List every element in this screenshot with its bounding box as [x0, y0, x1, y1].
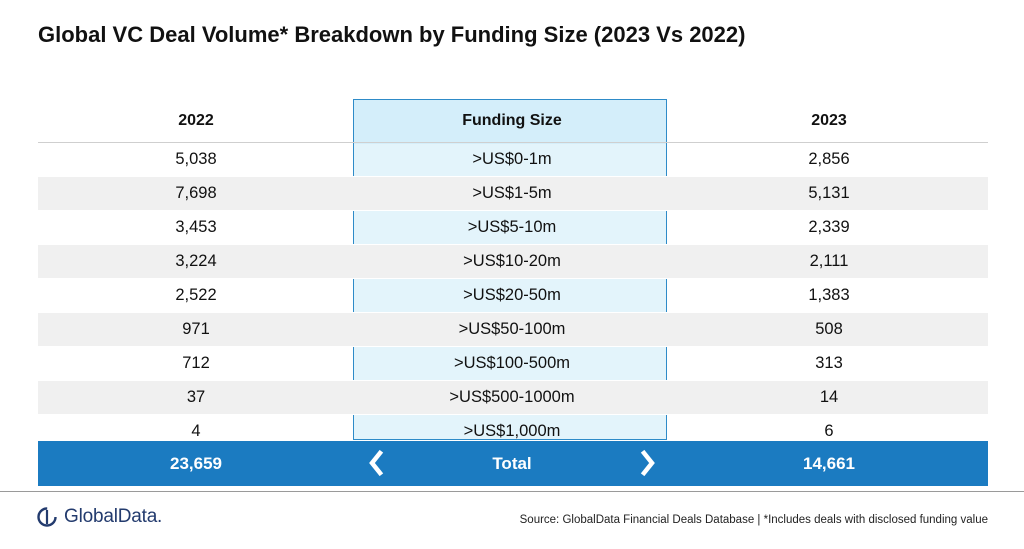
chart-title: Global VC Deal Volume* Breakdown by Fund… — [38, 22, 746, 47]
cell-2022: 3,224 — [175, 252, 217, 270]
cell-funding-size: >US$20-50m — [463, 286, 561, 304]
cell-funding-size: >US$10-20m — [463, 252, 561, 270]
header-2022: 2022 — [178, 112, 214, 129]
cell-2022: 3,453 — [175, 218, 217, 236]
header-2023: 2023 — [811, 112, 847, 129]
cell-funding-size: >US$100-500m — [453, 354, 571, 372]
cell-funding-size: >US$0-1m — [472, 150, 552, 168]
header-separator — [38, 142, 988, 143]
total-label: Total — [492, 453, 532, 473]
table-row: 712 >US$100-500m 313 — [38, 347, 988, 381]
cell-funding-size: >US$500-1000m — [449, 388, 575, 406]
deal-volume-table: 2022 Funding Size 2023 5,038 >US$0-1m 2,85… — [38, 99, 988, 449]
cell-2022: 5,038 — [175, 150, 217, 168]
table-header-row: 2022 Funding Size 2023 — [38, 99, 988, 143]
table-row: 3,453 >US$5-10m 2,339 — [38, 211, 988, 245]
source-note: Source: GlobalData Financial Deals Datab… — [519, 514, 988, 526]
cell-funding-size: >US$50-100m — [458, 320, 566, 338]
chevron-right-icon — [640, 449, 655, 477]
cell-2022: 712 — [182, 354, 210, 372]
footer-divider — [0, 491, 1024, 492]
table-row: 7,698 >US$1-5m 5,131 — [38, 177, 988, 211]
cell-funding-size: >US$5-10m — [467, 218, 557, 236]
cell-2023: 14 — [819, 388, 839, 406]
table-row: 37 >US$500-1000m 14 — [38, 381, 988, 415]
total-2022: 23,659 — [170, 453, 222, 473]
table-row: 3,224 >US$10-20m 2,111 — [38, 245, 988, 279]
cell-2023: 1,383 — [808, 286, 850, 304]
table-row: 2,522 >US$20-50m 1,383 — [38, 279, 988, 313]
cell-2023: 2,111 — [809, 252, 849, 270]
cell-2022: 971 — [182, 320, 210, 338]
cell-2023: 5,131 — [808, 184, 850, 202]
total-2023: 14,661 — [803, 453, 855, 473]
globaldata-logo: GlobalData. — [36, 506, 162, 528]
cell-2022: 37 — [186, 388, 206, 406]
cell-2023: 6 — [824, 422, 834, 440]
funding-size-header-band — [354, 100, 666, 144]
cell-2022: 7,698 — [175, 184, 217, 202]
header-funding-size: Funding Size — [462, 112, 562, 129]
table-body: 5,038 >US$0-1m 2,856 7,698 >US$1-5m 5,131 3,45… — [38, 143, 988, 449]
cell-2023: 313 — [815, 354, 843, 372]
cell-funding-size: >US$1-5m — [472, 184, 552, 202]
total-row: 23,659 Total 14,661 — [38, 441, 988, 486]
cell-2023: 2,856 — [808, 150, 850, 168]
chevron-left-icon — [369, 449, 384, 477]
logo-text: GlobalData. — [64, 506, 163, 527]
globaldata-logo-icon — [37, 507, 57, 527]
table-row: 971 >US$50-100m 508 — [38, 313, 988, 347]
cell-2022: 2,522 — [175, 286, 217, 304]
cell-2023: 2,339 — [808, 218, 850, 236]
cell-funding-size: >US$1,000m — [463, 422, 561, 440]
cell-2023: 508 — [815, 320, 843, 338]
table-row: 5,038 >US$0-1m 2,856 — [38, 143, 988, 177]
cell-2022: 4 — [191, 422, 201, 440]
